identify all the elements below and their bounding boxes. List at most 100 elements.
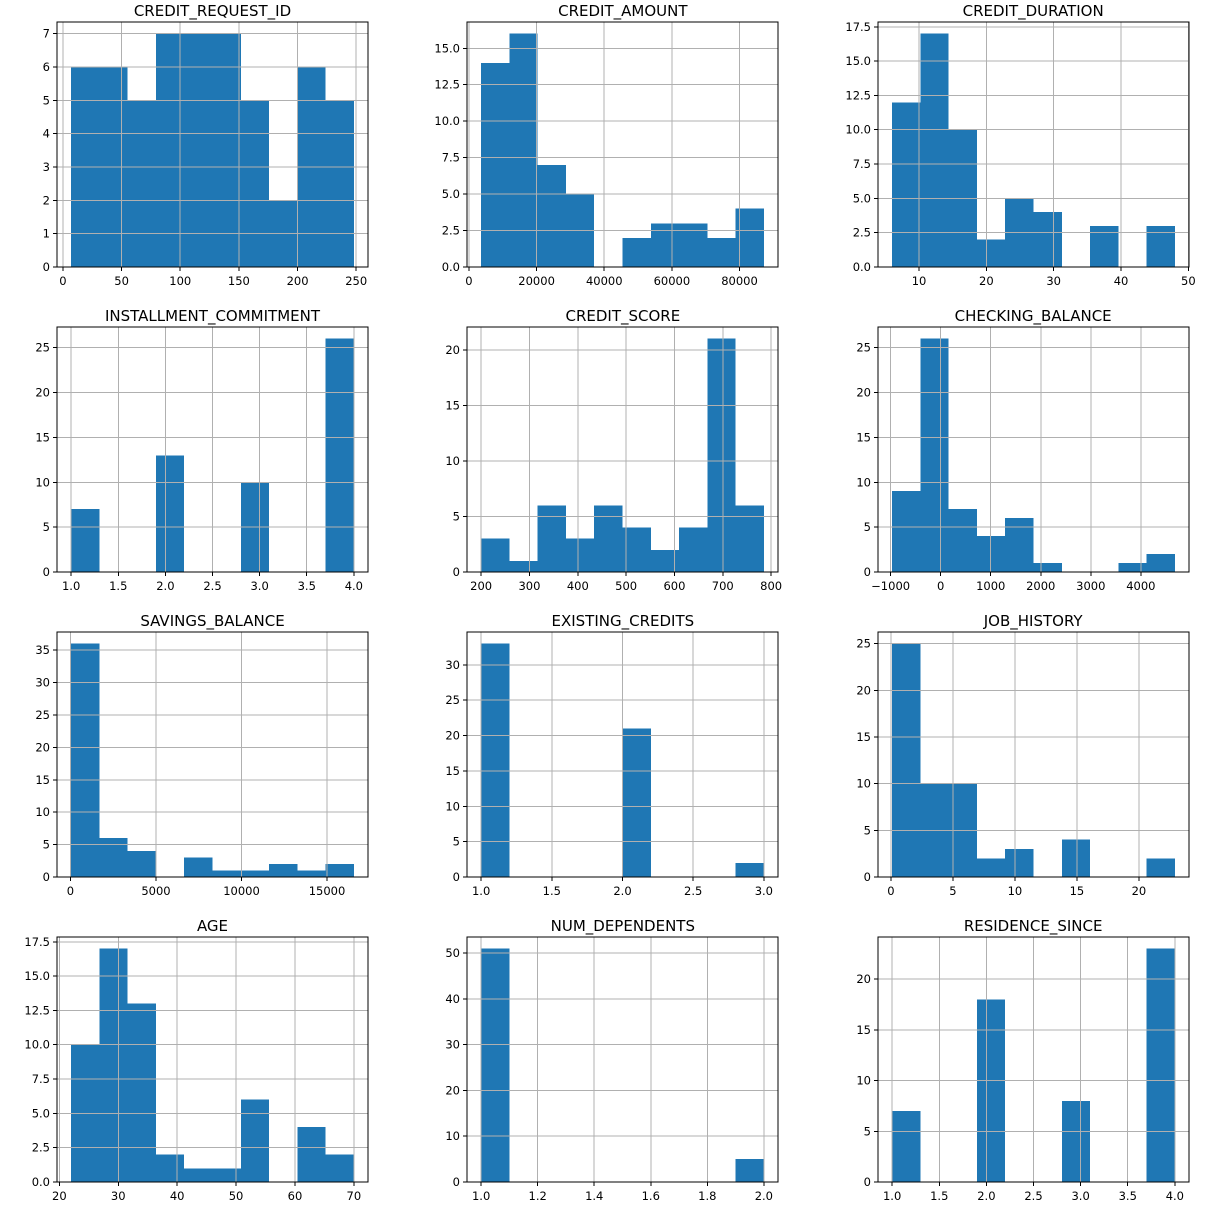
histogram-plot: 20 30 40 50 60 70 0.0 2.5 5.0 7.5 10.0 12.5 15.0 17.5 <box>24 935 369 1203</box>
histogram-bar <box>509 33 539 267</box>
subplot-title: INSTALLMENT_COMMITMENT <box>105 307 320 325</box>
axes-border <box>56 631 369 878</box>
x-tick-label: 0 <box>466 274 473 288</box>
histogram-bar <box>155 455 185 572</box>
y-tick-label: 5 <box>453 835 460 849</box>
y-tick-label: 20 <box>446 343 461 357</box>
histogram-plot: 0 5000 10000 15000 0 5 10 15 20 25 30 35 <box>35 631 369 898</box>
y-tick-label: 5 <box>863 520 870 534</box>
x-tick-label: 40000 <box>586 274 623 288</box>
x-tick-label: 2.0 <box>755 1189 773 1203</box>
histogram-bar <box>297 870 326 877</box>
histogram-bar <box>184 857 213 877</box>
histogram-bar <box>481 948 510 1182</box>
y-tick-label: 10 <box>35 805 50 819</box>
subplot-cell: 1.0 1.5 2.0 2.5 3.0 0 5 10 15 20 25 30 EXISTING_CRED… <box>410 610 820 915</box>
histogram-bar <box>325 100 354 267</box>
y-tick-label: 7 <box>43 27 50 41</box>
subplot-cell: 1.0 1.2 1.4 1.6 1.8 2.0 0 10 20 30 40 50 NUM_DEPENDE… <box>410 915 820 1220</box>
histogram-bar <box>976 239 1005 267</box>
x-tick-label: 3.5 <box>1118 1189 1136 1203</box>
y-tick-label: 30 <box>35 676 50 690</box>
axes-border <box>877 21 1190 268</box>
y-tick-label: 0.0 <box>852 260 870 274</box>
x-tick-label: 1.0 <box>883 1189 901 1203</box>
y-tick-label: 15 <box>856 730 871 744</box>
histogram-bar <box>184 1168 213 1182</box>
x-tick-label: 1.0 <box>472 1189 490 1203</box>
y-tick-label: 15.0 <box>845 54 871 68</box>
histogram-bar <box>1146 948 1175 1182</box>
histogram-bar <box>735 862 765 877</box>
x-tick-label: 40 <box>170 1189 185 1203</box>
subplot-cell: 0 50 100 150 200 250 0 1 2 3 4 5 6 7 CREDIT_REQUEST_ID <box>0 0 410 305</box>
y-tick-label: 5 <box>43 93 50 107</box>
axes-border <box>877 326 1190 573</box>
x-tick-label: 1000 <box>976 579 1005 593</box>
x-tick-label: 10 <box>1007 884 1022 898</box>
y-tick-label: 17.5 <box>24 935 50 949</box>
y-tick-label: 4 <box>43 127 50 141</box>
y-tick-label: 20 <box>856 386 871 400</box>
y-tick-label: 5.0 <box>442 187 460 201</box>
histogram-bar <box>976 999 1005 1182</box>
x-tick-label: 20000 <box>519 274 556 288</box>
x-tick-label: 80000 <box>722 274 759 288</box>
y-tick-label: 6 <box>43 60 50 74</box>
subplot-title: CREDIT_REQUEST_ID <box>133 2 292 20</box>
x-tick-label: 3000 <box>1076 579 1105 593</box>
x-tick-label: 70 <box>347 1189 362 1203</box>
histogram-bar <box>891 643 921 877</box>
y-tick-label: 2 <box>43 193 50 207</box>
plot-background <box>57 632 368 877</box>
histogram-bar <box>212 870 241 877</box>
x-tick-label: 3.5 <box>298 579 316 593</box>
y-tick-label: 2.5 <box>852 226 870 240</box>
y-tick-label: 50 <box>446 946 461 960</box>
histogram-plot: 1.0 1.2 1.4 1.6 1.8 2.0 0 10 20 30 40 50 <box>446 936 779 1203</box>
subplot-title: JOB_HISTORY <box>983 612 1083 630</box>
histogram-bar <box>99 948 128 1182</box>
y-tick-label: 7.5 <box>852 157 870 171</box>
histogram-bar <box>325 864 354 877</box>
histogram-plot: 0 50 100 150 200 250 0 1 2 3 4 5 6 7 <box>43 21 369 288</box>
histogram-bar <box>1146 225 1175 267</box>
histogram-bar <box>240 870 270 877</box>
y-tick-label: 2.5 <box>32 1141 50 1155</box>
y-tick-label: 15.0 <box>435 41 461 55</box>
histogram-bar <box>566 538 595 572</box>
histogram-bar <box>891 491 921 572</box>
histogram-bar <box>735 505 765 572</box>
x-tick-label: 1.5 <box>543 884 561 898</box>
histogram-bar <box>481 538 510 572</box>
histogram-bar <box>920 338 949 572</box>
subplot-title: RESIDENCE_SINCE <box>963 917 1103 935</box>
x-tick-label: 2.0 <box>156 579 174 593</box>
y-tick-label: 12.5 <box>24 1003 50 1017</box>
histogram-bar <box>651 549 680 572</box>
axes-border <box>56 936 369 1183</box>
histogram-bar <box>707 338 736 572</box>
x-tick-label: 50 <box>114 274 129 288</box>
y-tick-label: 12.5 <box>435 78 461 92</box>
x-tick-label: 1.6 <box>642 1189 660 1203</box>
y-tick-label: 20 <box>856 972 871 986</box>
histogram-bar <box>651 223 680 267</box>
subplot-title: SAVINGS_BALANCE <box>140 612 285 630</box>
histogram-bar <box>240 1099 270 1182</box>
y-tick-label: 30 <box>446 1038 461 1052</box>
x-tick-label: 10000 <box>223 884 260 898</box>
y-tick-label: 0 <box>863 1175 870 1189</box>
histogram-bar <box>212 1168 241 1182</box>
histogram-bar <box>1033 212 1062 267</box>
y-tick-label: 25 <box>856 637 871 651</box>
x-tick-label: 1.5 <box>109 579 127 593</box>
x-tick-label: 15000 <box>309 884 346 898</box>
axes-border <box>466 326 779 573</box>
x-tick-label: 3.0 <box>755 884 773 898</box>
histogram-bar <box>127 100 156 267</box>
x-tick-label: 1.0 <box>62 579 80 593</box>
